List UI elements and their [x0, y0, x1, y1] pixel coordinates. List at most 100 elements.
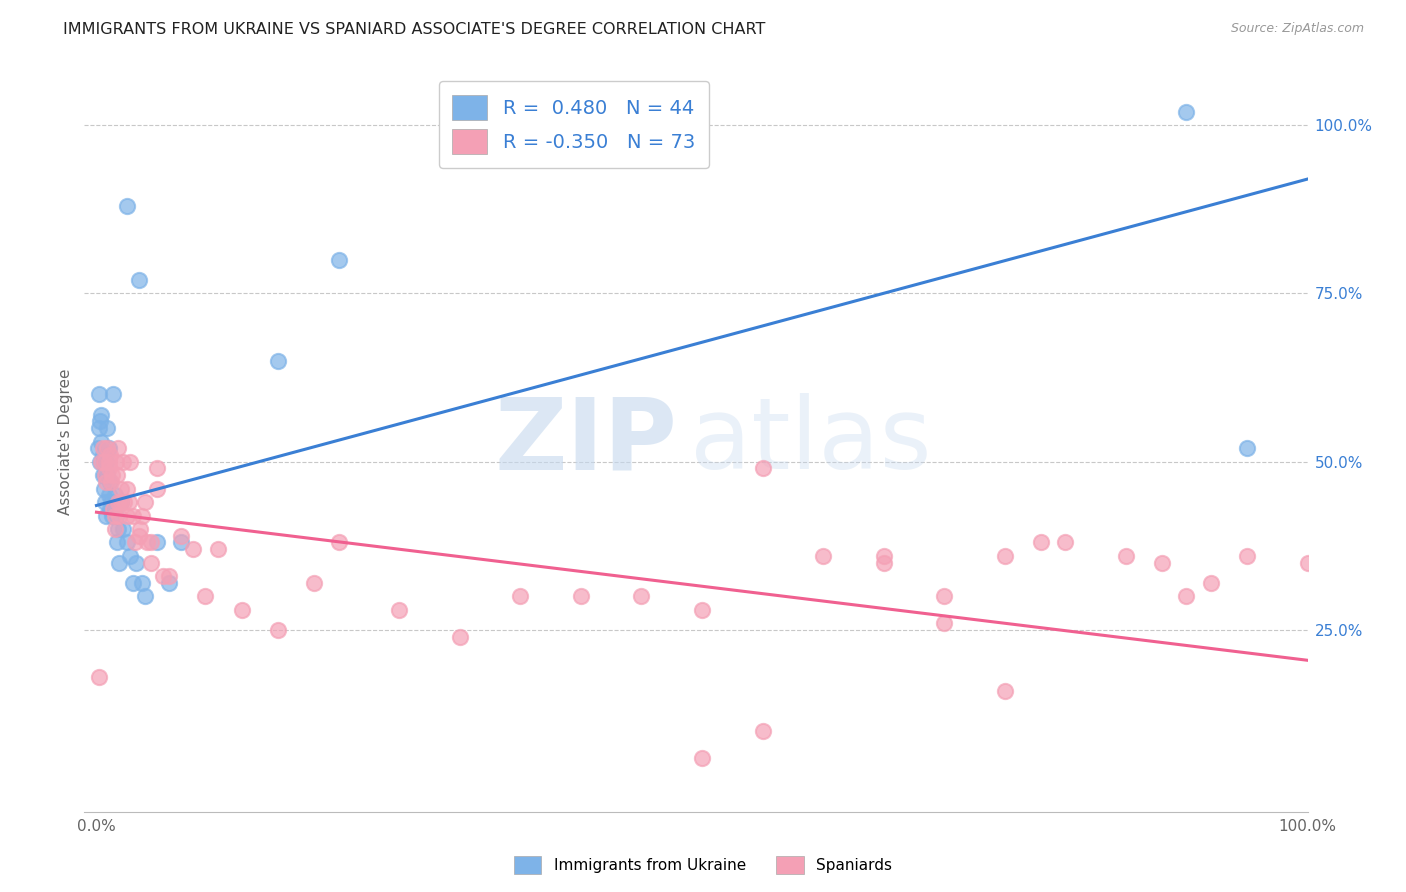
Point: [751, 723, 773, 738]
Point: [112, 522, 135, 536]
Point: [87, 670, 110, 684]
Point: [994, 683, 1017, 698]
Point: [87, 387, 110, 401]
Point: [128, 529, 150, 543]
Point: [267, 353, 290, 368]
Text: ZIP: ZIP: [495, 393, 678, 490]
Point: [90, 408, 112, 422]
Point: [207, 542, 229, 557]
Point: [129, 522, 152, 536]
Point: [107, 442, 129, 456]
Point: [104, 508, 127, 523]
Point: [93, 455, 115, 469]
Point: [86, 442, 108, 456]
Point: [873, 549, 896, 563]
Point: [139, 556, 162, 570]
Point: [128, 273, 150, 287]
Point: [93, 455, 115, 469]
Point: [115, 535, 138, 549]
Point: [1175, 590, 1198, 604]
Point: [101, 508, 124, 523]
Point: [1029, 535, 1052, 549]
Point: [112, 455, 135, 469]
Point: [569, 590, 592, 604]
Point: [91, 448, 114, 462]
Point: [304, 575, 326, 590]
Point: [1296, 556, 1319, 570]
Point: [96, 421, 118, 435]
Point: [100, 495, 122, 509]
Point: [87, 421, 110, 435]
Point: [170, 529, 193, 543]
Point: [91, 442, 114, 456]
Point: [120, 549, 142, 563]
Point: [104, 508, 127, 523]
Legend: Immigrants from Ukraine, Spaniards: Immigrants from Ukraine, Spaniards: [508, 850, 898, 880]
Point: [134, 590, 156, 604]
Point: [98, 475, 121, 489]
Point: [449, 630, 471, 644]
Point: [139, 535, 162, 549]
Point: [115, 508, 138, 523]
Point: [90, 434, 112, 449]
Point: [98, 501, 121, 516]
Point: [89, 455, 111, 469]
Point: [124, 535, 146, 549]
Point: [134, 495, 156, 509]
Point: [107, 522, 129, 536]
Point: [103, 501, 125, 516]
Point: [94, 468, 117, 483]
Point: [98, 448, 121, 462]
Point: [630, 590, 652, 604]
Point: [96, 508, 118, 523]
Point: [1175, 104, 1198, 119]
Point: [89, 414, 111, 428]
Point: [328, 252, 350, 267]
Point: [125, 556, 148, 570]
Point: [934, 590, 956, 604]
Point: [146, 461, 169, 475]
Point: [231, 603, 253, 617]
Point: [1054, 535, 1077, 549]
Point: [108, 508, 131, 523]
Point: [509, 590, 531, 604]
Point: [1115, 549, 1137, 563]
Point: [131, 575, 153, 590]
Point: [121, 508, 143, 523]
Point: [91, 468, 114, 483]
Point: [110, 495, 132, 509]
Text: atlas: atlas: [690, 393, 932, 490]
Point: [1152, 556, 1174, 570]
Point: [97, 488, 120, 502]
Point: [751, 461, 773, 475]
Point: [118, 495, 141, 509]
Point: [152, 569, 174, 583]
Point: [96, 468, 118, 483]
Point: [93, 482, 115, 496]
Text: IMMIGRANTS FROM UKRAINE VS SPANIARD ASSOCIATE'S DEGREE CORRELATION CHART: IMMIGRANTS FROM UKRAINE VS SPANIARD ASSO…: [63, 22, 766, 37]
Point: [873, 556, 896, 570]
Point: [97, 461, 120, 475]
Text: Source: ZipAtlas.com: Source: ZipAtlas.com: [1230, 22, 1364, 36]
Point: [107, 495, 129, 509]
Point: [112, 495, 135, 509]
Point: [328, 535, 350, 549]
Point: [108, 556, 131, 570]
Point: [131, 508, 153, 523]
Point: [934, 616, 956, 631]
Point: [105, 535, 128, 549]
Y-axis label: Associate's Degree: Associate's Degree: [58, 368, 73, 515]
Point: [110, 495, 132, 509]
Point: [136, 535, 159, 549]
Point: [90, 455, 112, 469]
Point: [1199, 575, 1222, 590]
Point: [96, 475, 118, 489]
Point: [104, 522, 127, 536]
Point: [104, 488, 127, 502]
Point: [94, 495, 117, 509]
Point: [690, 603, 713, 617]
Point: [105, 468, 128, 483]
Point: [811, 549, 834, 563]
Point: [690, 751, 713, 765]
Point: [94, 468, 117, 483]
